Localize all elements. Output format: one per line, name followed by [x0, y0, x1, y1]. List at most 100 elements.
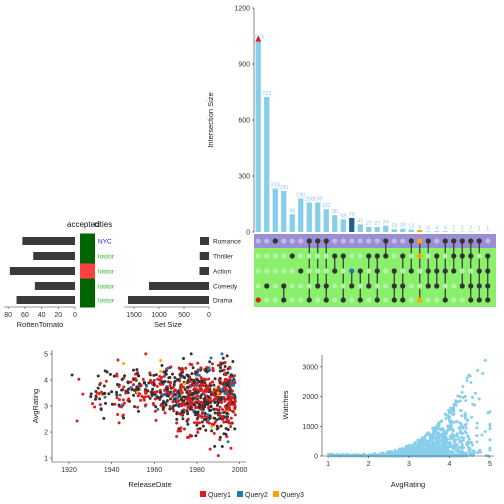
matrix-dot-inactive: [366, 238, 372, 244]
scatter-point: [201, 424, 205, 428]
scatter-point: [206, 415, 210, 419]
set-size-bar: [149, 282, 209, 290]
matrix-dot-active: [485, 297, 491, 303]
scatter-point: [455, 420, 459, 424]
scatter-point: [216, 363, 220, 367]
attr-city-label: lostor: [98, 284, 115, 291]
scatter-point: [458, 395, 462, 399]
scatter-point: [461, 384, 465, 388]
matrix-dot-active: [366, 283, 372, 289]
matrix-dot-inactive: [306, 268, 312, 274]
scatter-point: [173, 379, 177, 383]
scatter-point: [445, 429, 449, 433]
scatter-point: [172, 404, 176, 408]
scatter-point: [216, 391, 220, 395]
matrix-dot-inactive: [366, 297, 372, 303]
scatter-point: [446, 426, 450, 430]
scatter-point: [99, 390, 103, 394]
matrix-dot-inactive: [374, 283, 380, 289]
scatter-point: [229, 446, 233, 450]
scatter1-y-tick-label: 1: [44, 456, 48, 463]
scatter-point: [436, 433, 440, 437]
matrix-dot-inactive: [374, 238, 380, 244]
rotten-tick-label: 60: [21, 312, 29, 319]
matrix-dot-active: [315, 238, 321, 244]
scatter-point: [164, 403, 168, 407]
matrix-dot-inactive: [332, 238, 338, 244]
legend-swatch: [237, 491, 243, 497]
scatter-point: [456, 394, 460, 398]
set-size-tick-label: 500: [178, 312, 190, 319]
scatter-point: [232, 410, 236, 414]
scatter-point: [159, 382, 163, 386]
scatter-point: [226, 440, 230, 444]
bar-value-label: 2: [469, 226, 472, 232]
scatter-point: [209, 405, 213, 409]
scatter-point: [163, 389, 167, 393]
intersection-bar: [315, 202, 321, 232]
scatter-point: [219, 424, 223, 428]
matrix-dot-active: [425, 283, 431, 289]
scatter-point: [133, 388, 137, 392]
scatter-point: [122, 416, 126, 420]
scatter-point: [98, 397, 102, 401]
scatter1-y-tick-label: 2: [44, 430, 48, 437]
bar-value-label: 68: [340, 213, 346, 219]
bar-value-label: 41: [357, 218, 363, 224]
scatter-point: [460, 414, 464, 418]
scatter-point: [208, 398, 212, 402]
scatter-point: [233, 413, 237, 417]
scatter-point: [120, 403, 124, 407]
scatter-point: [466, 435, 470, 439]
scatter-point: [113, 402, 117, 406]
scatter-point: [177, 366, 181, 370]
matrix-dot-active: [451, 268, 457, 274]
scatter-point: [449, 411, 453, 415]
scatter2-y-tick-label: 2000: [302, 394, 318, 401]
bar-value-label: 75: [349, 212, 355, 218]
matrix-dot-inactive: [272, 268, 278, 274]
matrix-dot-inactive: [425, 297, 431, 303]
scatter-point: [488, 438, 492, 442]
scatter-point: [197, 373, 201, 377]
scatter-point: [232, 406, 236, 410]
intersection-bar: [383, 225, 389, 232]
scatter-point: [170, 372, 174, 376]
scatter-point: [202, 418, 206, 422]
scatter-point: [460, 431, 464, 435]
matrix-dot-inactive: [408, 253, 414, 259]
scatter-point: [213, 377, 217, 381]
scatter-point: [467, 449, 471, 453]
scatter-point: [386, 451, 390, 455]
matrix-dot-inactive: [349, 297, 355, 303]
scatter-point: [331, 453, 335, 457]
scatter-point: [89, 395, 93, 399]
scatter-point: [439, 427, 443, 431]
scatter-point: [233, 374, 237, 378]
scatter-point: [226, 394, 230, 398]
scatter1-y-tick-label: 5: [44, 351, 48, 358]
matrix-dot-active: [332, 268, 338, 274]
scatter-point: [154, 405, 158, 409]
scatter-point: [132, 383, 136, 387]
matrix-dot-inactive: [391, 238, 397, 244]
matrix-dot-active: [400, 283, 406, 289]
scatter-point: [169, 397, 173, 401]
matrix-dot-active: [459, 253, 465, 259]
scatter-point: [136, 372, 140, 376]
scatter-point: [463, 430, 467, 434]
scatter-point: [175, 417, 179, 421]
scatter-point: [433, 429, 437, 433]
matrix-dot-inactive: [468, 268, 474, 274]
scatter-point: [440, 445, 444, 449]
scatter-point: [115, 393, 119, 397]
scatter-point: [98, 403, 102, 407]
scatter-point: [158, 390, 162, 394]
scatter-point: [110, 402, 114, 406]
scatter1-x-tick-label: 1960: [147, 467, 163, 474]
scatter-point: [404, 445, 408, 449]
scatter-point: [129, 380, 133, 384]
rotten-bar: [34, 282, 75, 290]
scatter-point: [186, 435, 190, 439]
intersection-bar: [298, 198, 304, 232]
